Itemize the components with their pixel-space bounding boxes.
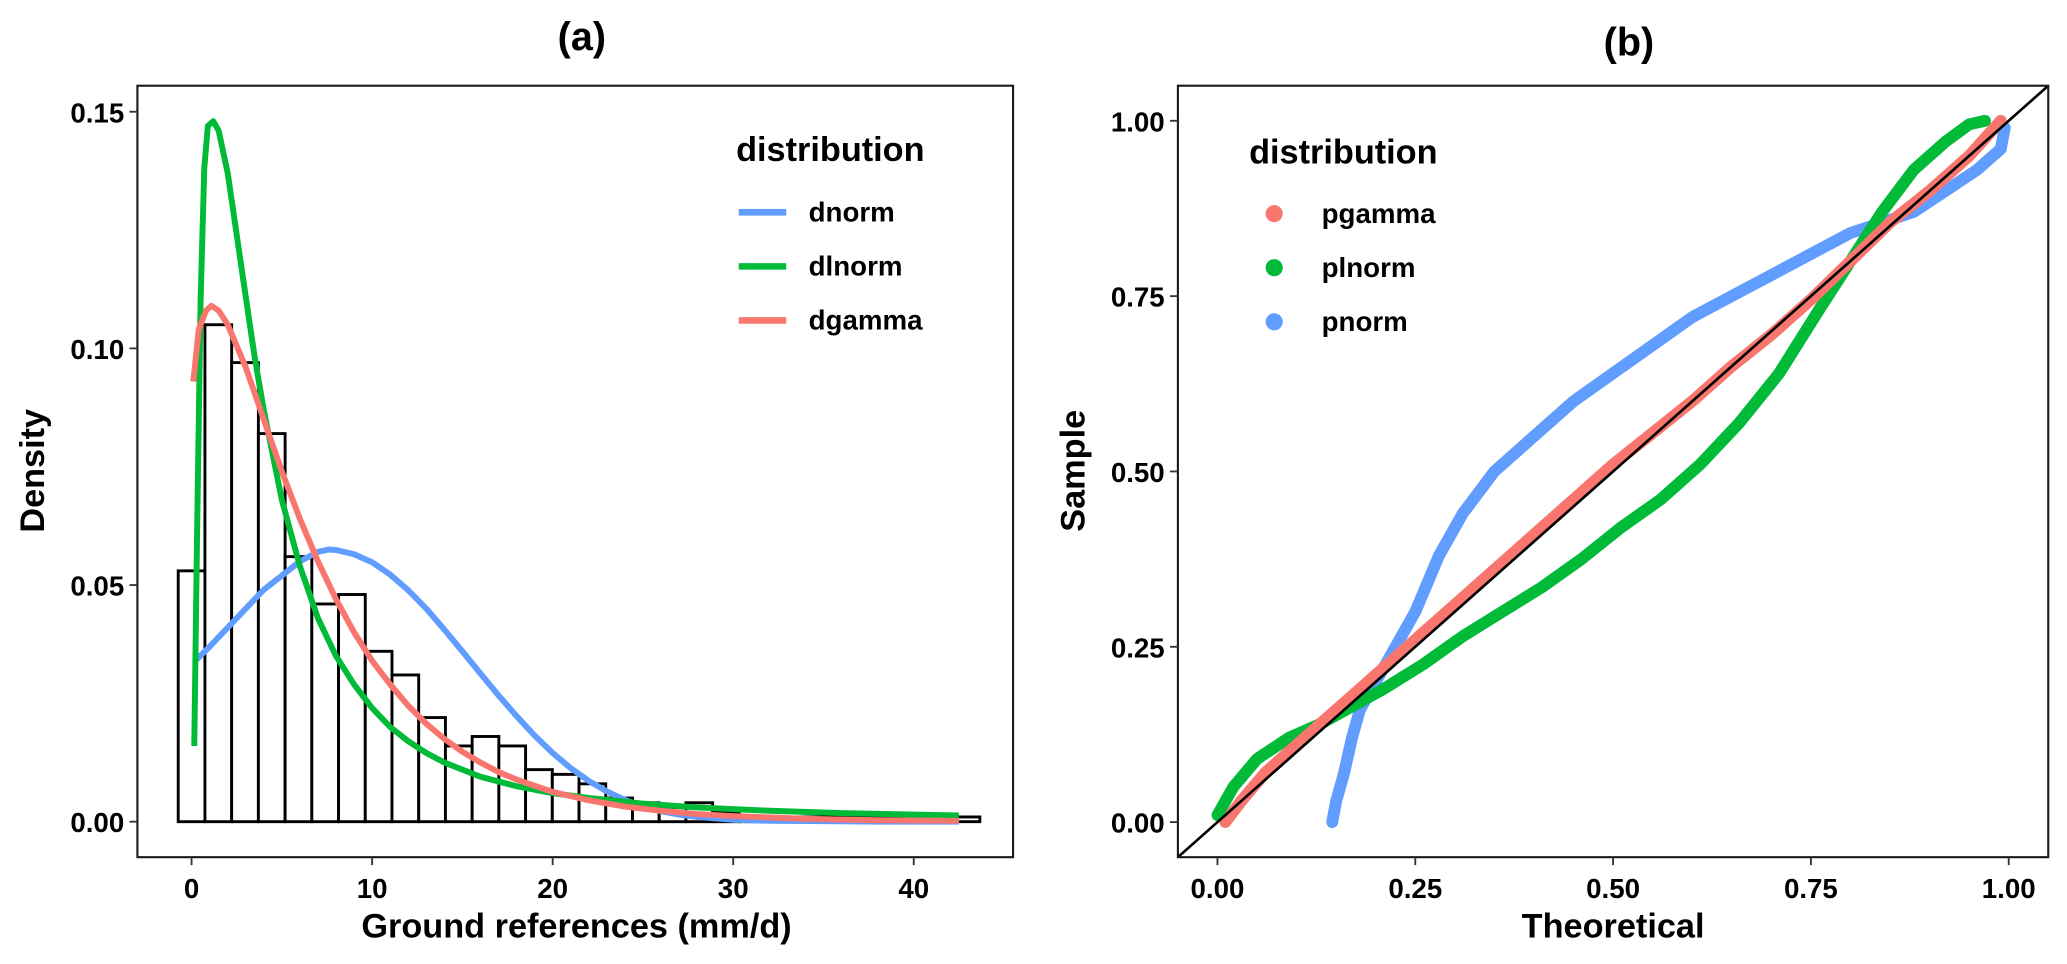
legend-label: pgamma [1322, 198, 1436, 229]
panel-a-legend: distribution dnorm dlnorm dgamma [736, 131, 924, 336]
panel-b-x-axis: 0.00 0.25 0.50 0.75 1.00 [1191, 857, 2036, 904]
panel-b-title: (b) [1604, 20, 1654, 64]
x-tick-label: 10 [357, 873, 388, 904]
density-curves [190, 118, 959, 825]
y-tick-label: 0.50 [1111, 457, 1165, 488]
panel-a-title: (a) [558, 15, 606, 59]
y-tick-label: 0.00 [70, 807, 124, 838]
panel-a-x-axis-title: Ground references (mm/d) [361, 908, 791, 946]
y-tick-label: 0.15 [70, 97, 124, 128]
y-tick-label: 1.00 [1111, 106, 1165, 137]
legend-point-key [1265, 205, 1283, 223]
legend-label: plnorm [1322, 252, 1416, 283]
x-tick-label: 0.25 [1388, 873, 1442, 904]
legend-title: distribution [1249, 134, 1437, 172]
panel-b-legend: distribution pgamma plnorm pnorm [1249, 134, 1437, 337]
histogram-bar [230, 361, 260, 824]
legend-label: pnorm [1322, 306, 1408, 337]
legend-label: dnorm [809, 197, 895, 228]
y-tick-label: 0.05 [70, 571, 124, 602]
reference-line [1177, 84, 2050, 859]
legend-point-key [1265, 313, 1283, 331]
histogram-bar [176, 569, 207, 824]
qq-points-pnorm [1326, 121, 2011, 829]
panel-a-y-axis-title: Density [14, 409, 52, 533]
x-tick-label: 40 [898, 873, 929, 904]
y-tick-label: 0.00 [1111, 808, 1165, 839]
y-tick-label: 0.10 [70, 334, 124, 365]
legend-item-dgamma: dgamma [738, 305, 923, 336]
histogram-bar [203, 323, 234, 824]
x-tick-label: 0.50 [1586, 873, 1640, 904]
legend-point-key [1265, 259, 1283, 277]
panel-a-y-axis: 0.00 0.05 0.10 0.15 [70, 97, 138, 838]
panel-a-plot-frame [136, 84, 1015, 859]
legend-item-dnorm: dnorm [738, 197, 895, 228]
histogram-bar [443, 744, 474, 824]
histogram-bar [524, 768, 554, 824]
legend-item-pgamma: pgamma [1265, 198, 1436, 229]
panel-b-qq-plot: (b) 0.00 0.25 0.50 0.75 1.00 0.00 0.25 0.50 0.7… [1054, 20, 2050, 946]
legend-title: distribution [736, 131, 924, 169]
histogram-bars [176, 323, 982, 824]
panel-b-y-axis-title: Sample [1054, 410, 1092, 532]
panel-b-x-axis-title: Theoretical [1522, 908, 1705, 946]
x-tick-label: 20 [537, 873, 568, 904]
legend-item-plnorm: plnorm [1265, 252, 1416, 283]
y-tick-label: 0.75 [1111, 282, 1165, 313]
panel-a-density-histogram: (a) 0.00 0.05 0.10 0.15 0 10 20 30 40 Ground re… [14, 15, 1015, 946]
density-curve-dgamma [190, 302, 959, 824]
x-tick-label: 1.00 [1982, 873, 2036, 904]
panel-a-x-axis: 0 10 20 30 40 [184, 857, 929, 904]
y-tick-label: 0.25 [1111, 632, 1165, 663]
legend-label: dgamma [809, 305, 923, 336]
x-tick-label: 0 [184, 873, 199, 904]
panel-b-y-axis: 0.00 0.25 0.50 0.75 1.00 [1111, 106, 1178, 839]
identity-line [1177, 84, 2050, 859]
x-tick-label: 0.75 [1784, 873, 1838, 904]
x-tick-label: 0.00 [1191, 873, 1245, 904]
legend-item-dlnorm: dlnorm [738, 251, 903, 282]
legend-label: dlnorm [809, 251, 903, 282]
x-tick-label: 30 [718, 873, 749, 904]
histogram-bar [283, 555, 314, 824]
legend-item-pnorm: pnorm [1265, 306, 1408, 337]
